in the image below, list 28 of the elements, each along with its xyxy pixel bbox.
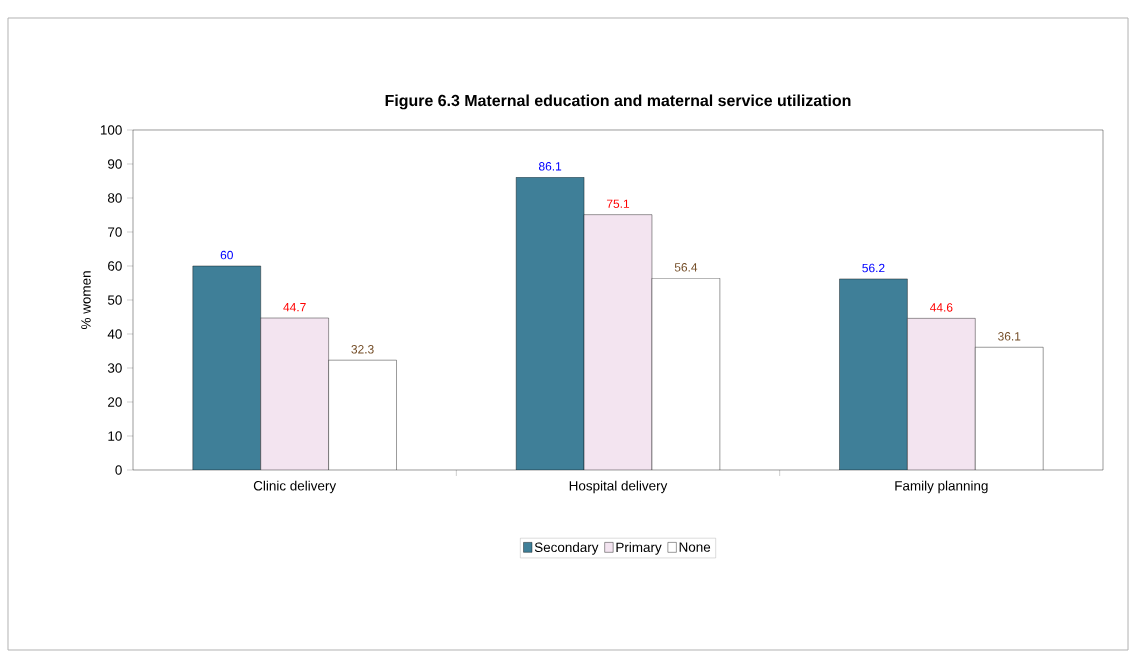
- y-tick-label: 0: [115, 465, 122, 475]
- y-tick-label: 40: [107, 329, 122, 339]
- y-tick-label: 60: [108, 261, 122, 271]
- legend-label: Secondary: [534, 542, 599, 555]
- data-label: 56.2: [862, 263, 885, 273]
- chart-title: Figure 6.3 Maternal education and maternal service utilization: [385, 94, 851, 110]
- data-label: 75.1: [606, 199, 630, 208]
- y-tick-label: 20: [108, 397, 122, 407]
- legend-label: None: [679, 542, 711, 552]
- data-label: 44.7: [283, 303, 306, 312]
- data-label: 44.6: [929, 303, 953, 312]
- y-tick-label: 10: [108, 431, 122, 441]
- y-axis-title: % women: [81, 271, 91, 330]
- data-label: 86.1: [538, 162, 562, 171]
- data-label: 56.4: [674, 263, 698, 272]
- x-tick-label: Hospital delivery: [569, 480, 668, 494]
- data-label: 60: [220, 250, 233, 260]
- data-label: 32.3: [351, 345, 374, 354]
- data-label: 36.1: [998, 332, 1021, 341]
- y-tick-label: 70: [108, 227, 122, 237]
- y-tick-label: 90: [108, 159, 122, 169]
- y-tick-label: 80: [107, 193, 122, 203]
- x-tick-label: Clinic delivery: [253, 480, 337, 494]
- x-tick-label: Family planning: [895, 480, 988, 494]
- legend-label: Primary: [616, 542, 662, 555]
- y-tick-label: 50: [107, 295, 122, 305]
- y-tick-label: 100: [100, 125, 122, 135]
- y-tick-label: 30: [107, 363, 122, 373]
